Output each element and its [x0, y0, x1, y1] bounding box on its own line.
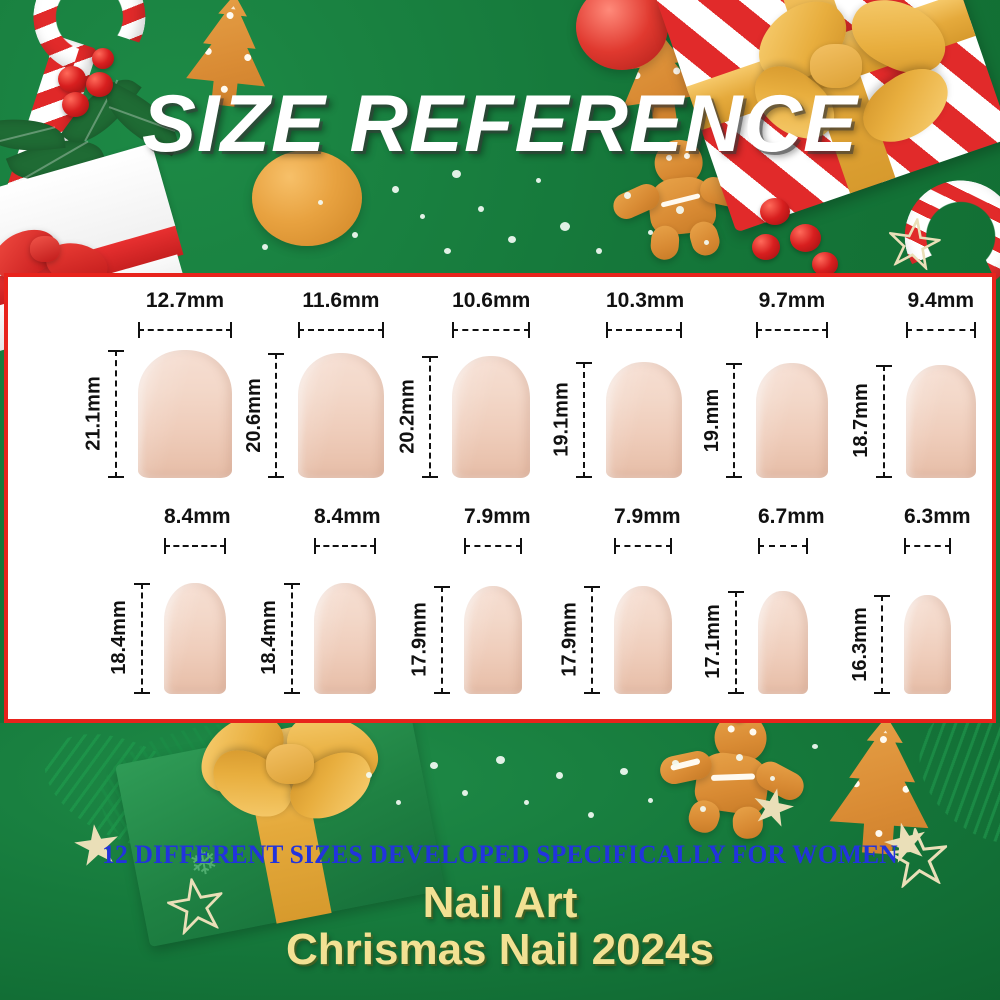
width-dimension-label: 7.9mm [464, 505, 531, 528]
height-dimension-label: 17.1mm [702, 604, 725, 680]
holly-berry-icon [752, 234, 780, 260]
star-outline-icon [885, 215, 944, 272]
holly-berry-icon [790, 224, 821, 252]
height-dimension-line [268, 353, 284, 478]
size-cell: 7.9mm 17.9mm [556, 497, 716, 712]
brand-line-1: Nail Art [422, 878, 578, 927]
size-cell: 10.3mm 19.1mm [548, 281, 708, 496]
nail-tip-graphic [164, 582, 227, 694]
width-dimension-label: 10.6mm [452, 289, 531, 312]
brand-line-2: Chrismas Nail 2024s [285, 925, 715, 974]
holly-berry-icon [86, 72, 113, 97]
height-dimension-line [584, 585, 600, 694]
ribbon-knot-icon [810, 44, 862, 88]
size-cell: 7.9mm 17.9mm [406, 497, 566, 712]
width-dimension-line [606, 322, 683, 338]
height-dimension-label: 18.4mm [108, 600, 131, 676]
nail-tip-graphic [606, 362, 683, 478]
height-dimension-label: 20.2mm [396, 379, 419, 454]
height-dimension-line [874, 595, 890, 694]
width-dimension-line [138, 322, 232, 338]
ornament-ball-icon [576, 0, 668, 70]
size-cell: 9.7mm 19.mm [698, 281, 858, 496]
ribbon-knot-icon [30, 236, 60, 262]
width-dimension-label: 10.3mm [606, 289, 685, 312]
ribbon-knot-icon [266, 744, 314, 784]
size-cell: 8.4mm 18.4mm [256, 497, 416, 712]
nail-tip-graphic [464, 585, 523, 694]
width-dimension-line [164, 538, 227, 554]
tagline-text: 12 DIFFERENT SIZES DEVELOPED SPECIFICALL… [102, 840, 898, 869]
nail-tip-graphic [298, 353, 384, 478]
width-dimension-line [452, 322, 531, 338]
width-dimension-label: 9.7mm [758, 289, 826, 312]
star-outline-icon [885, 825, 951, 889]
height-dimension-label: 18.4mm [258, 600, 281, 676]
height-dimension-label: 17.9mm [558, 602, 581, 677]
width-dimension-label: 9.4mm [907, 289, 975, 312]
width-dimension-label: 12.7mm [145, 289, 225, 312]
size-reference-panel: 12.7mm 21.1mm 11.6mm 20.6mm 10.6mm 20.2mm 10.3… [4, 273, 996, 723]
nail-tip-graphic [452, 355, 531, 478]
nail-tip-graphic [614, 585, 673, 694]
width-dimension-label: 6.7mm [758, 505, 825, 528]
nail-tip-graphic [756, 363, 828, 478]
height-dimension-line [728, 590, 744, 694]
nail-tip-graphic [758, 590, 808, 694]
height-dimension-line [576, 362, 592, 478]
nail-tip-graphic [904, 595, 951, 694]
width-dimension-line [904, 538, 951, 554]
holly-berry-icon [760, 198, 790, 225]
width-dimension-line [614, 538, 673, 554]
width-dimension-label: 11.6mm [302, 289, 380, 312]
nail-tip-graphic [314, 582, 377, 694]
holly-berry-icon [812, 252, 838, 276]
height-dimension-label: 21.1mm [82, 376, 105, 451]
holly-berry-icon [58, 66, 86, 92]
height-dimension-label: 19.1mm [550, 382, 573, 457]
holly-berry-icon [62, 92, 89, 117]
height-dimension-label: 18.7mm [850, 383, 873, 459]
height-dimension-line [876, 364, 892, 478]
size-cell: 8.4mm 18.4mm [106, 497, 266, 712]
width-dimension-label: 8.4mm [314, 505, 381, 528]
size-row-1: 12.7mm 21.1mm 11.6mm 20.6mm 10.6mm 20.2mm 10.3… [8, 281, 992, 496]
size-row-2: 8.4mm 18.4mm 8.4mm 18.4mm 7.9mm 17.9mm 7.9mm 17… [8, 497, 992, 712]
width-dimension-line [758, 538, 808, 554]
width-dimension-label: 8.4mm [164, 505, 231, 528]
size-cell: 10.6mm 20.2mm [394, 281, 554, 496]
height-dimension-line [134, 582, 150, 694]
nail-tip-graphic [906, 364, 976, 478]
size-cell: 12.7mm 21.1mm [80, 281, 240, 496]
ornament-ball-icon [252, 150, 362, 246]
width-dimension-line [464, 538, 523, 554]
page-title: SIZE REFERENCE [141, 79, 859, 169]
width-dimension-line [906, 322, 976, 338]
height-dimension-label: 20.6mm [242, 377, 265, 453]
height-dimension-label: 19.mm [700, 388, 723, 452]
size-cell: 11.6mm 20.6mm [240, 281, 400, 496]
size-cell: 9.4mm 18.7mm [848, 281, 1000, 496]
height-dimension-line [434, 585, 450, 694]
width-dimension-line [298, 322, 384, 338]
size-cell: 6.7mm 17.1mm [700, 497, 860, 712]
size-cell: 6.3mm 16.3mm [846, 497, 1000, 712]
height-dimension-line [422, 355, 438, 478]
height-dimension-line [284, 582, 300, 694]
width-dimension-line [314, 538, 377, 554]
holly-berry-icon [92, 48, 114, 69]
height-dimension-label: 16.3mm [848, 606, 871, 682]
width-dimension-label: 7.9mm [614, 505, 681, 528]
width-dimension-line [756, 322, 828, 338]
nail-tip-graphic [138, 350, 232, 478]
height-dimension-label: 17.9mm [408, 602, 431, 677]
height-dimension-line [108, 350, 124, 478]
star-outline-icon [164, 874, 229, 937]
height-dimension-line [726, 363, 742, 478]
width-dimension-label: 6.3mm [904, 505, 971, 528]
